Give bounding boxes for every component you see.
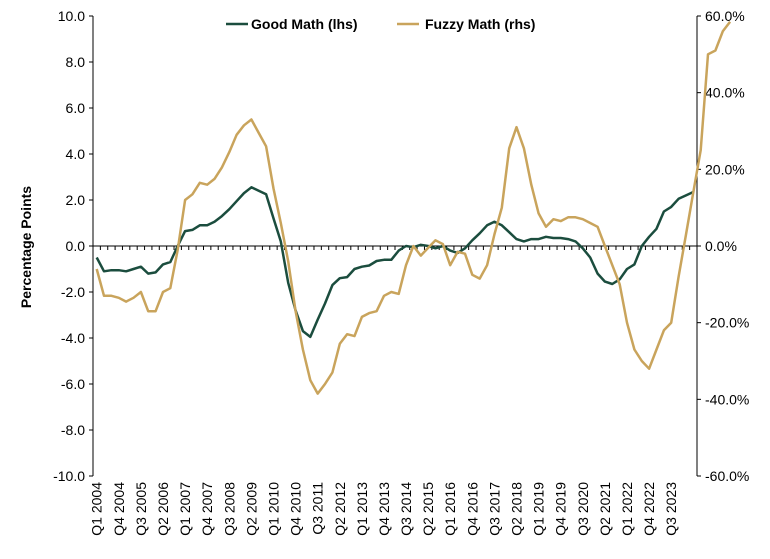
left-tick-label: 6.0	[66, 100, 86, 116]
x-tick-label: Q4 2007	[199, 482, 215, 536]
left-tick-label: 4.0	[66, 146, 86, 162]
left-tick-label: 2.0	[66, 192, 86, 208]
left-tick-label: -4.0	[61, 330, 85, 346]
right-tick-label: -20.0%	[705, 315, 749, 331]
x-tick-label: Q1 2019	[531, 482, 547, 536]
left-tick-label: 0.0	[66, 238, 86, 254]
x-tick-label: Q1 2013	[354, 482, 370, 536]
x-tick-label: Q2 2021	[597, 482, 613, 536]
left-tick-label: -8.0	[61, 422, 85, 438]
legend: Good Math (lhs) Fuzzy Math (rhs)	[226, 16, 535, 32]
x-tick-label: Q3 2023	[663, 482, 679, 536]
x-tick-label: Q1 2010	[265, 482, 281, 536]
series-line-good-math	[95, 186, 694, 339]
x-tick-label: Q3 2008	[221, 482, 237, 536]
x-tick-label: Q2 2018	[509, 482, 525, 536]
x-tick-label: Q2 2015	[420, 482, 436, 536]
x-tick-label: Q1 2016	[442, 482, 458, 536]
x-tick-label: Q3 2011	[310, 482, 326, 535]
y-axis-label: Percentage Points	[18, 186, 34, 308]
right-tick-label: 60.0%	[705, 8, 745, 24]
x-tick-label: Q4 2013	[376, 482, 392, 536]
x-tick-label: Q1 2007	[177, 482, 193, 536]
legend-label-fuzzy-math: Fuzzy Math (rhs)	[425, 16, 535, 32]
x-tick-label: Q2 2012	[332, 482, 348, 536]
right-tick-label: -40.0%	[705, 391, 749, 407]
right-tick-label: 40.0%	[705, 85, 745, 101]
x-tick-label: Q4 2016	[464, 482, 480, 536]
left-tick-label: -2.0	[61, 284, 85, 300]
axes-layer: 10.0 8.0 6.0 4.0 2.0 0.0 -2.0 -4.0 -6.0 -8.0 -10.0…	[53, 8, 749, 536]
series-layer	[95, 21, 732, 395]
x-tick-label: Q2 2009	[243, 482, 259, 536]
right-tick-label: 20.0%	[705, 161, 745, 177]
x-tick-label: Q3 2020	[575, 482, 591, 536]
series-line-fuzzy-math	[95, 21, 732, 395]
left-tick-label: 10.0	[58, 8, 85, 24]
x-tick-label: Q4 2019	[553, 482, 569, 536]
x-tick-label: Q4 2004	[111, 482, 127, 536]
x-tick-label: Q4 2022	[641, 482, 657, 536]
x-tick-label: Q2 2006	[155, 482, 171, 536]
x-tick-label: Q3 2005	[133, 482, 149, 536]
legend-label-good-math: Good Math (lhs)	[251, 16, 358, 32]
left-tick-label: -10.0	[53, 468, 85, 484]
x-tick-label: Q1 2004	[89, 482, 105, 536]
right-tick-label: -60.0%	[705, 468, 749, 484]
x-tick-label: Q3 2014	[398, 482, 414, 536]
x-tick-label: Q3 2017	[486, 482, 502, 536]
x-tick-label: Q4 2010	[288, 482, 304, 536]
left-tick-label: 8.0	[66, 54, 86, 70]
right-tick-label: 0.0%	[705, 238, 737, 254]
x-tick-label: Q1 2022	[619, 482, 635, 536]
left-tick-label: -6.0	[61, 376, 85, 392]
